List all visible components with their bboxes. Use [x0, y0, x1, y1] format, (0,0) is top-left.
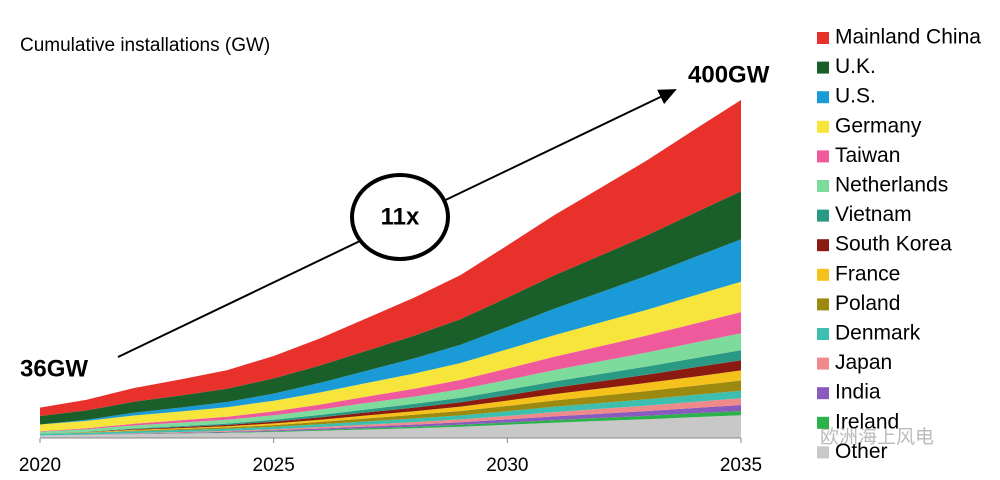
legend-label: Germany — [835, 114, 922, 137]
legend-swatch — [817, 209, 829, 222]
legend-label: Poland — [835, 292, 900, 315]
legend-swatch — [817, 357, 829, 370]
legend-label: Vietnam — [835, 203, 912, 226]
legend-swatch — [817, 387, 829, 400]
legend-swatch — [817, 446, 829, 459]
x-tick-label: 2025 — [253, 455, 295, 476]
legend-label: France — [835, 262, 900, 285]
legend-label: U.K. — [835, 55, 876, 78]
end-label: 400GW — [688, 61, 770, 88]
plot-area — [40, 100, 741, 438]
legend-swatch — [817, 416, 829, 429]
legend-swatch — [817, 180, 829, 192]
legend-swatch — [817, 32, 829, 44]
x-tick-label: 2030 — [486, 455, 528, 476]
legend-swatch — [817, 268, 829, 281]
legend-label: Other — [835, 440, 888, 463]
legend-label: Japan — [835, 351, 892, 374]
legend-label: Ireland — [835, 410, 899, 433]
legend-swatch — [817, 239, 829, 252]
legend-swatch — [817, 150, 829, 163]
area — [40, 415, 741, 438]
legend-swatch — [817, 91, 829, 104]
legend-swatch — [817, 298, 829, 311]
growth-label: 11x — [381, 203, 420, 230]
watermark: 欧洲海上风电 — [820, 426, 934, 448]
legend-label: Netherlands — [835, 174, 948, 197]
legend-label: South Korea — [835, 233, 952, 256]
start-label: 36GW — [20, 355, 88, 382]
chart-title: Cumulative installations (GW) — [20, 35, 270, 56]
x-tick-label: 2020 — [19, 455, 61, 476]
legend-label: U.S. — [835, 85, 876, 108]
legend-swatch — [817, 328, 829, 340]
legend-label: India — [835, 381, 881, 404]
legend-label: Mainland China — [835, 26, 981, 49]
x-tick-label: 2035 — [720, 455, 762, 476]
legend-label: Taiwan — [835, 144, 900, 167]
legend-swatch — [817, 61, 829, 74]
legend-swatch — [817, 120, 829, 133]
growth-circle — [350, 173, 450, 261]
legend-label: Denmark — [835, 322, 921, 345]
